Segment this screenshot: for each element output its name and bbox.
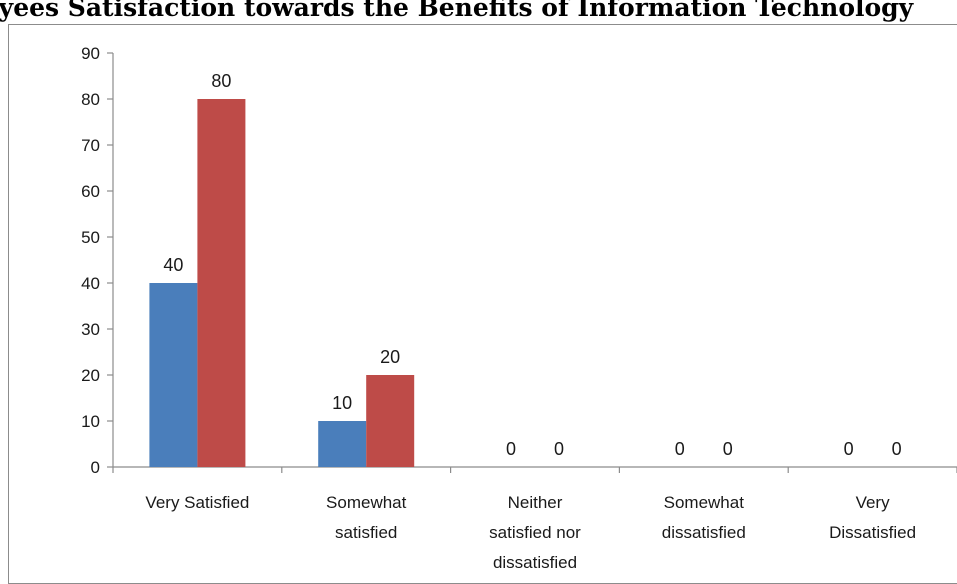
- bar: [197, 99, 246, 467]
- y-tick-label: 90: [81, 44, 100, 63]
- y-tick-label: 20: [81, 366, 100, 385]
- data-label: 0: [844, 439, 854, 459]
- y-tick-label: 0: [91, 458, 100, 477]
- bar: [149, 283, 198, 467]
- bar: [366, 375, 415, 467]
- data-label: 80: [211, 71, 231, 91]
- x-category-label-line: Somewhat: [664, 493, 745, 512]
- data-label: 40: [163, 255, 183, 275]
- x-category-label-line: dissatisfied: [493, 553, 577, 572]
- x-category-label-line: Very: [856, 493, 891, 512]
- data-label: 0: [675, 439, 685, 459]
- data-label: 0: [723, 439, 733, 459]
- data-label: 0: [892, 439, 902, 459]
- chart-title: oyees Satisfaction towards the Benefits …: [0, 0, 914, 22]
- data-label: 20: [380, 347, 400, 367]
- x-category-label-line: satisfied: [335, 523, 397, 542]
- x-category-label-line: Dissatisfied: [829, 523, 916, 542]
- data-labels: 40 80 10 20 0 0 0 0 0 0: [163, 71, 901, 459]
- x-category-label: Very Dissatisfied: [829, 493, 916, 542]
- bars: [149, 99, 415, 467]
- y-axis: 0 10 20 30 40 50 60 70 80 90: [81, 44, 114, 477]
- x-category-label-line: Somewhat: [326, 493, 407, 512]
- y-tick-label: 10: [81, 412, 100, 431]
- x-category-label-line: Neither: [508, 493, 563, 512]
- y-tick-label: 70: [81, 136, 100, 155]
- y-tick-label: 50: [81, 228, 100, 247]
- y-tick-label: 40: [81, 274, 100, 293]
- x-category-label: Neither satisfied nor dissatisfied: [489, 493, 581, 572]
- y-tick-label: 80: [81, 90, 100, 109]
- bar: [318, 421, 367, 467]
- x-category-label-line: Very Satisfied: [145, 493, 249, 512]
- x-category-label-line: dissatisfied: [662, 523, 746, 542]
- data-label: 10: [332, 393, 352, 413]
- x-category-label-line: satisfied nor: [489, 523, 581, 542]
- data-label: 0: [506, 439, 516, 459]
- x-axis: [112, 466, 957, 473]
- y-tick-label: 60: [81, 182, 100, 201]
- y-tick-label: 30: [81, 320, 100, 339]
- x-category-label: Somewhat dissatisfied: [662, 493, 746, 542]
- x-category-label: Somewhat satisfied: [326, 493, 407, 542]
- data-label: 0: [554, 439, 564, 459]
- category-labels: Very Satisfied Somewhat satisfied Neither sa…: [145, 493, 916, 572]
- x-category-label: Very Satisfied: [145, 493, 249, 512]
